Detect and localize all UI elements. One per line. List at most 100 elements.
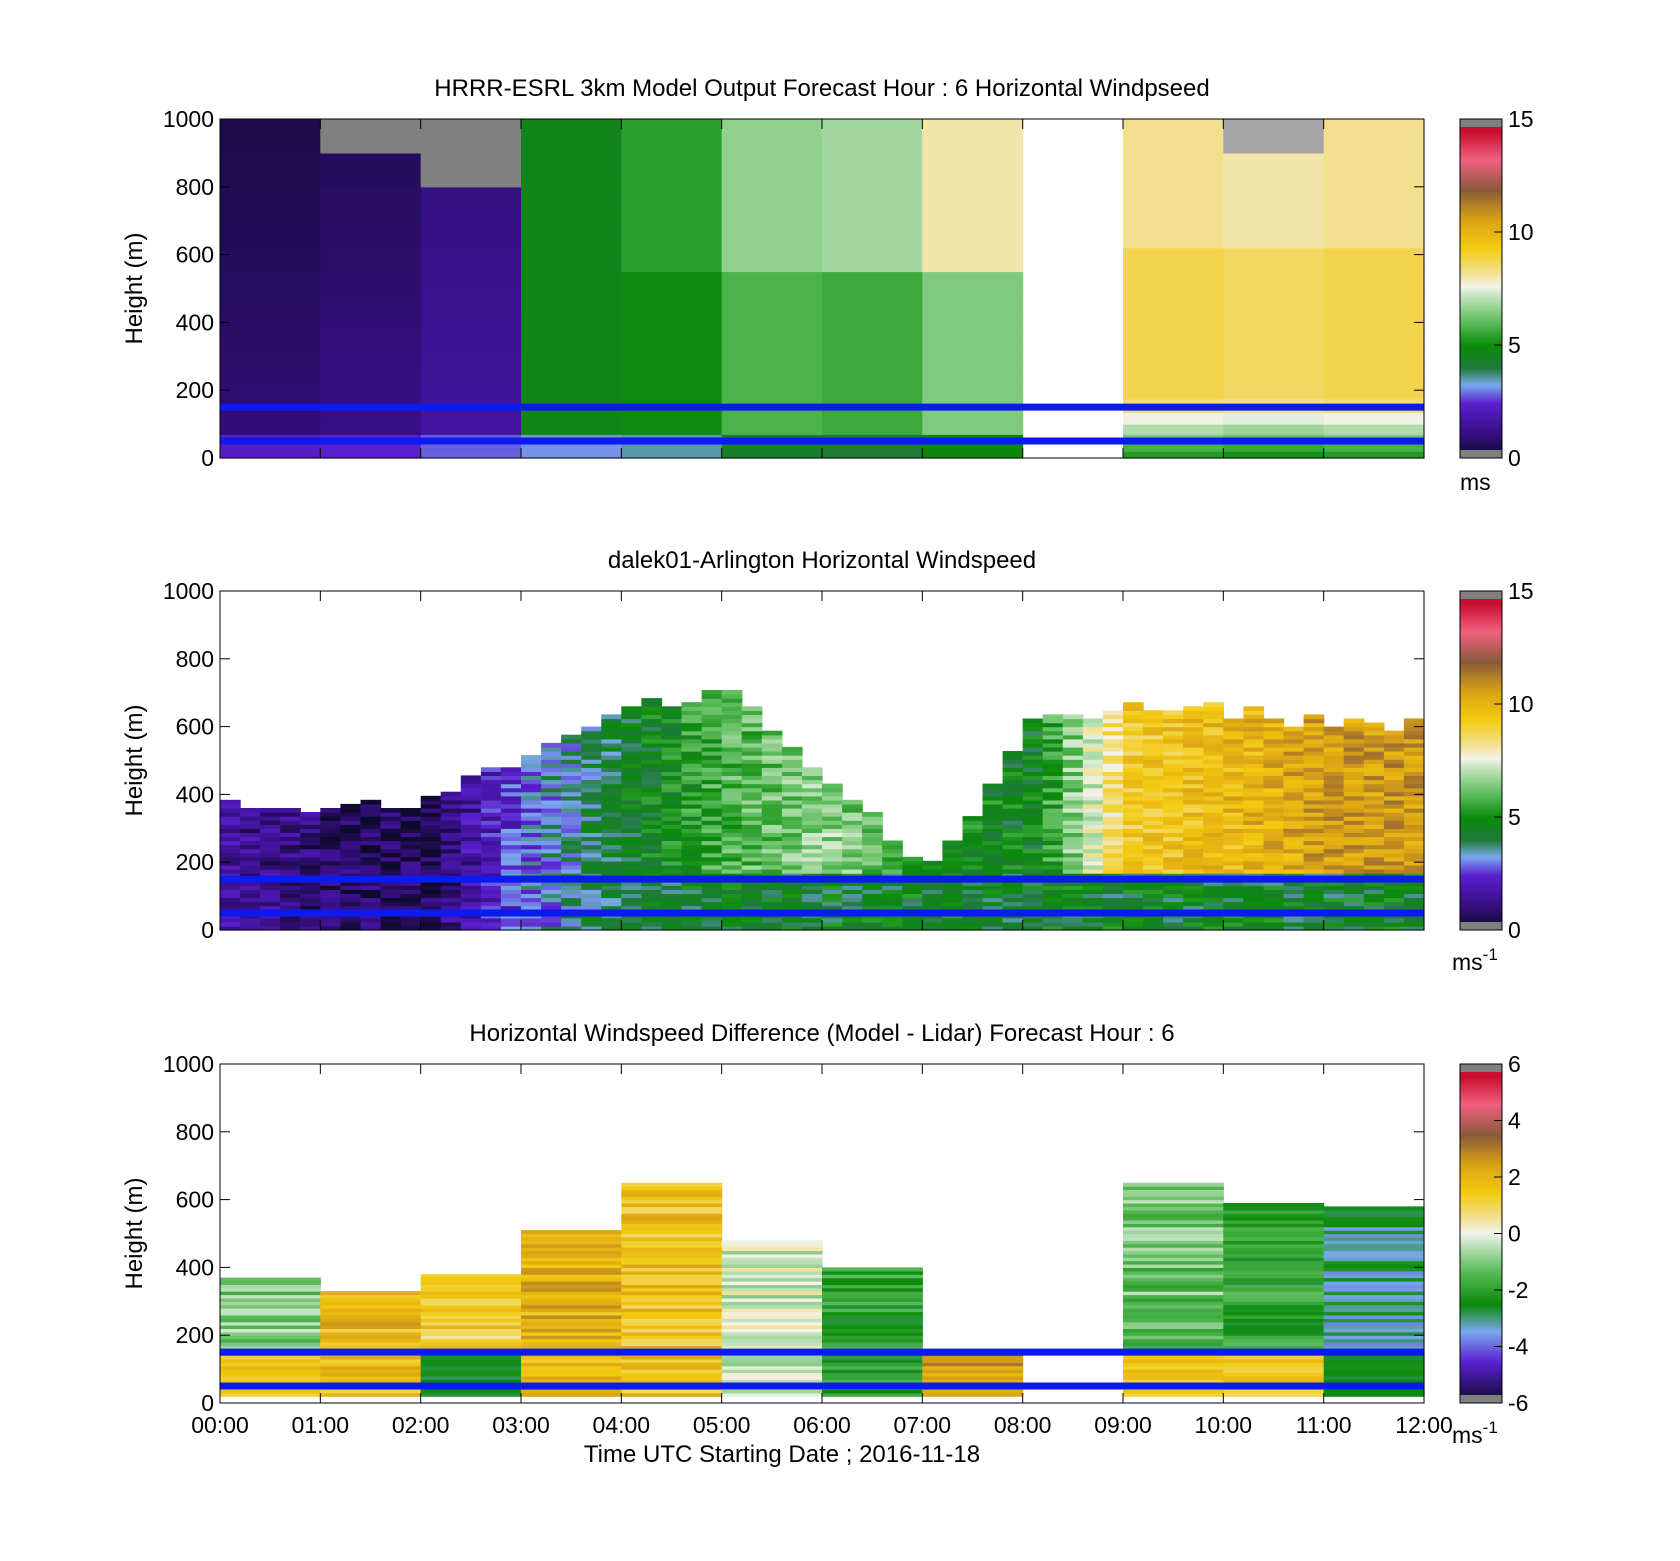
heatmap-cell xyxy=(701,738,723,744)
heatmap-cell xyxy=(220,799,241,805)
heatmap-cell xyxy=(220,897,241,903)
heatmap-cell xyxy=(1123,881,1144,886)
heatmap-cell xyxy=(621,330,723,351)
heatmap-cell xyxy=(1323,1331,1425,1336)
heatmap-cell xyxy=(541,803,562,809)
heatmap-cell xyxy=(1183,852,1204,858)
heatmap-cell xyxy=(500,820,522,825)
heatmap-cell xyxy=(721,1287,823,1292)
colorbar-tick-label: 2 xyxy=(1508,1164,1521,1190)
heatmap-cell xyxy=(1323,905,1345,911)
heatmap-cell xyxy=(240,832,261,838)
heatmap-cell xyxy=(480,820,502,825)
heatmap-cell xyxy=(1283,828,1305,833)
heatmap-cell xyxy=(360,832,382,838)
heatmap-cell xyxy=(1163,795,1184,801)
heatmap-cell xyxy=(621,1392,723,1397)
heatmap-cell xyxy=(1303,759,1325,764)
heatmap-cell xyxy=(561,889,582,894)
colorbar-frame xyxy=(1459,118,1503,459)
heatmap-cell xyxy=(862,889,883,894)
heatmap-cell xyxy=(781,771,803,776)
heatmap-cell xyxy=(220,1281,321,1285)
heatmap-cell xyxy=(721,451,823,459)
heatmap-cell xyxy=(1123,1321,1224,1326)
heatmap-cell xyxy=(1123,349,1224,368)
heatmap-cell xyxy=(801,917,823,923)
heatmap-cell xyxy=(1042,775,1064,781)
x-tick-label: 10:00 xyxy=(1195,1412,1253,1438)
heatmap-cell xyxy=(480,779,502,785)
heatmap-cell xyxy=(902,889,923,894)
heatmap-cell xyxy=(721,901,743,907)
heatmap-cell xyxy=(1002,759,1024,764)
x-tick-label: 12:00 xyxy=(1395,1412,1453,1438)
heatmap-cell xyxy=(220,864,241,870)
heatmap-cell xyxy=(1042,917,1064,923)
heatmap-cell xyxy=(480,860,502,866)
heatmap-cell xyxy=(541,820,562,825)
heatmap-cell xyxy=(460,832,482,838)
heatmap-cell xyxy=(500,767,522,772)
heatmap-cell xyxy=(1263,783,1285,789)
heatmap-cell xyxy=(1062,881,1084,886)
heatmap-cell xyxy=(581,824,602,829)
heatmap-cell xyxy=(1143,832,1164,838)
heatmap-cell xyxy=(922,860,943,866)
heatmap-cell xyxy=(741,791,763,797)
heatmap-cell xyxy=(741,767,763,772)
heatmap-cell xyxy=(1243,771,1265,776)
heatmap-cell xyxy=(681,925,703,931)
heatmap-cell xyxy=(621,1260,723,1265)
heatmap-cell xyxy=(1203,775,1224,781)
y-tick-label: 0 xyxy=(201,917,214,943)
heatmap-cell xyxy=(400,836,422,842)
heatmap-cell xyxy=(621,1199,723,1204)
heatmap-cell xyxy=(882,885,903,890)
heatmap-cell xyxy=(521,873,542,878)
heatmap-cell xyxy=(1082,836,1104,842)
heatmap-cell xyxy=(822,1297,923,1302)
heatmap-cell xyxy=(1303,738,1325,744)
heatmap-cell xyxy=(1022,775,1044,781)
heatmap-cell xyxy=(1163,864,1184,870)
heatmap-cell xyxy=(1102,755,1124,760)
heatmap-cell xyxy=(1042,852,1064,858)
heatmap-cell xyxy=(1263,897,1285,903)
heatmap-cell xyxy=(1223,1270,1325,1275)
heatmap-cell xyxy=(641,820,663,825)
heatmap-cell xyxy=(982,803,1004,809)
heatmap-cell xyxy=(1323,1338,1425,1343)
heatmap-cell xyxy=(420,901,442,907)
heatmap-cell xyxy=(661,869,683,874)
colorbar-tick-label: 4 xyxy=(1508,1108,1521,1134)
heatmap-cell xyxy=(721,803,743,809)
heatmap-cell xyxy=(1283,775,1305,781)
heatmap-cell xyxy=(621,848,642,854)
heatmap-cell xyxy=(701,767,723,772)
heatmap-cell xyxy=(621,247,723,273)
heatmap-cell xyxy=(641,864,663,870)
heatmap-cell xyxy=(721,1318,823,1323)
heatmap-cell xyxy=(1042,836,1064,842)
heatmap-cell xyxy=(460,852,482,858)
heatmap-cell xyxy=(1383,779,1405,785)
heatmap-cell xyxy=(1323,856,1345,862)
heatmap-cell xyxy=(1243,840,1265,846)
heatmap-cell xyxy=(641,808,663,813)
heatmap-cell xyxy=(1203,921,1224,927)
heatmap-cell xyxy=(1143,791,1164,797)
heatmap-cell xyxy=(1223,856,1244,862)
heatmap-cell xyxy=(1343,775,1365,781)
heatmap-cell xyxy=(260,860,281,866)
heatmap-cell xyxy=(1042,856,1064,862)
heatmap-cell xyxy=(621,451,723,459)
heatmap-cell xyxy=(621,1226,723,1231)
heatmap-cell xyxy=(1243,799,1265,805)
heatmap-cell xyxy=(601,828,622,833)
heatmap-cell xyxy=(380,893,402,899)
heatmap-cell xyxy=(621,1362,723,1367)
heatmap-cell xyxy=(521,247,622,273)
heatmap-cell xyxy=(721,824,743,829)
heatmap-cell xyxy=(1223,1358,1325,1363)
